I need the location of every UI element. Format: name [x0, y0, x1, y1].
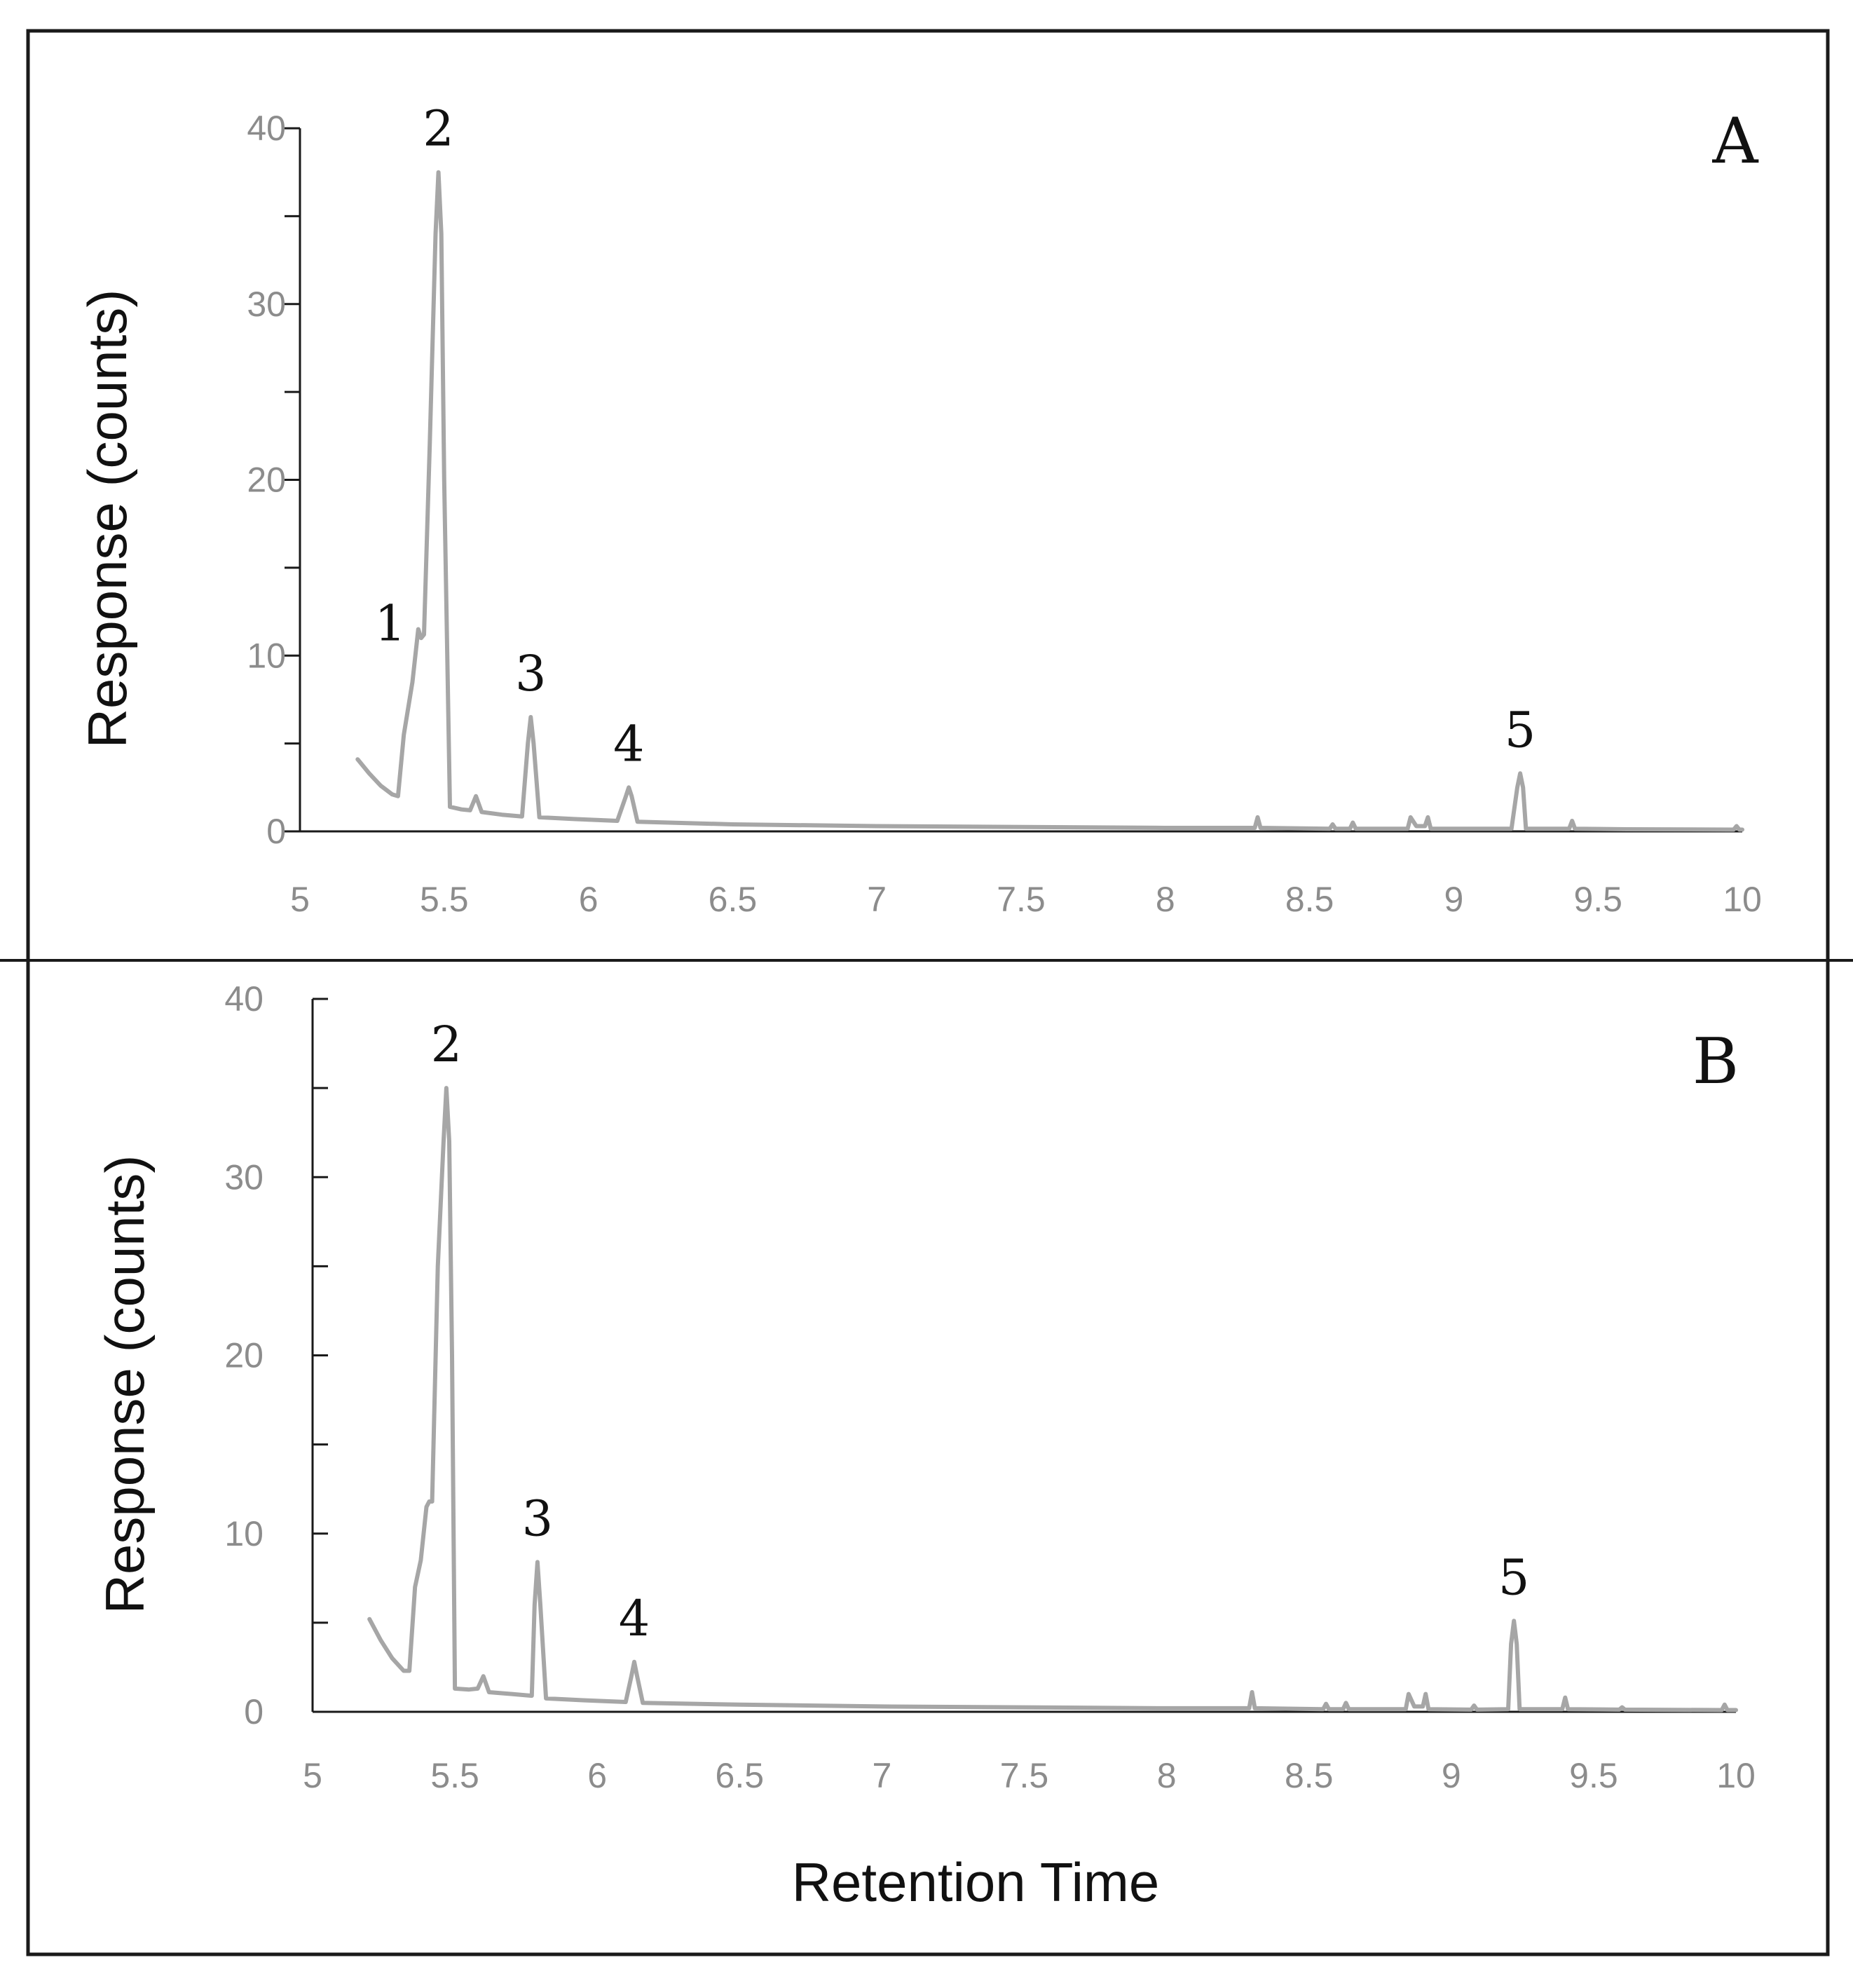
panel-b-peak-label: 2: [431, 1016, 463, 1073]
panel-a-x-tick-label: 7.5: [997, 880, 1046, 919]
panel-a-y-tick-label: 10: [247, 636, 286, 675]
panel-a-label: A: [1712, 104, 1759, 178]
panel-a-x-tick-label: 9.5: [1573, 880, 1622, 919]
panel-b-peak-label: 4: [619, 1590, 650, 1647]
panel-b-y-tick-label: 20: [224, 1336, 264, 1375]
panel-a-y-tick-label: 0: [266, 812, 286, 851]
panel-a-x-tick-label: 6.5: [709, 880, 758, 919]
panel-a-x-tick-label: 8: [1156, 880, 1175, 919]
panel-a-x-tick-labels: 5 5.5 6 6.5 7 7.5 8 8.5 9 9.5 10: [290, 880, 1762, 919]
panel-b-x-tick-label: 6.5: [716, 1756, 765, 1795]
panel-a-x-tick-label: 5.5: [420, 880, 469, 919]
panel-b-x-tick-label: 5: [303, 1756, 322, 1795]
panel-a-y-tick-label: 40: [247, 109, 286, 148]
panel-b-y-axis-title: Response (counts): [94, 1155, 156, 1614]
panel-a-x-tick-label: 10: [1723, 880, 1762, 919]
panel-b-peak-label: 3: [522, 1490, 554, 1547]
panel-b-x-tick-label: 5.5: [430, 1756, 479, 1795]
panel-a-peak-labels: 1 2 3 4 5: [374, 100, 1536, 773]
panel-b-x-tick-label: 7.5: [1000, 1756, 1049, 1795]
panel-a-peak-label: 5: [1505, 701, 1536, 758]
panel-a-y-tick-label: 20: [247, 461, 286, 500]
panel-b-x-tick-label: 7: [872, 1756, 891, 1795]
panel-a-x-tick-label: 8.5: [1285, 880, 1334, 919]
panel-a-y-tick-labels: 0 10 20 30 40: [247, 109, 286, 851]
panel-b-y-tick-label: 30: [224, 1157, 264, 1197]
panel-b-x-tick-label: 10: [1716, 1756, 1756, 1795]
panel-a-peak-label: 1: [374, 595, 406, 653]
panel-b-chromatogram-trace: [369, 1088, 1736, 1710]
panel-a-x-tick-label: 6: [579, 880, 599, 919]
panel-b-y-tick-labels: 0 10 20 30 40: [224, 979, 264, 1731]
panel-a-peak-label: 2: [423, 100, 454, 158]
chromatogram-figure: Response (counts) A 5 5.5 6 6.5 7 7.5 8 …: [0, 0, 1853, 1988]
panel-a-x-tick-label: 5: [290, 880, 310, 919]
panel-a-x-tick-label: 9: [1444, 880, 1463, 919]
panel-a-y-tick-label: 30: [247, 285, 286, 324]
panel-b-peak-labels: 2 3 4 5: [431, 1016, 1530, 1647]
panel-b-x-tick-label: 8: [1157, 1756, 1177, 1795]
panel-b-x-axis-title: Retention Time: [792, 1851, 1160, 1913]
panel-a-y-axis-title: Response (counts): [76, 290, 138, 749]
panel-b-y-tick-label: 10: [224, 1514, 264, 1553]
panel-b-x-tick-label: 9: [1442, 1756, 1461, 1795]
panel-a-peak-label: 4: [613, 715, 645, 772]
panel-b-x-tick-label: 9.5: [1569, 1756, 1618, 1795]
figure-frame: [28, 31, 1828, 1954]
panel-b-x-tick-labels: 5 5.5 6 6.5 7 7.5 8 8.5 9 9.5 10: [303, 1756, 1756, 1795]
panel-b-label: B: [1693, 1025, 1739, 1098]
panel-b-x-tick-label: 6: [587, 1756, 607, 1795]
panel-b-y-tick-label: 40: [224, 979, 264, 1019]
panel-b-x-tick-label: 8.5: [1285, 1756, 1334, 1795]
panel-a-peak-label: 3: [515, 645, 547, 702]
panel-a-x-tick-label: 7: [867, 880, 887, 919]
panel-b-y-tick-label: 0: [244, 1692, 264, 1731]
panel-b-peak-label: 5: [1498, 1548, 1530, 1606]
